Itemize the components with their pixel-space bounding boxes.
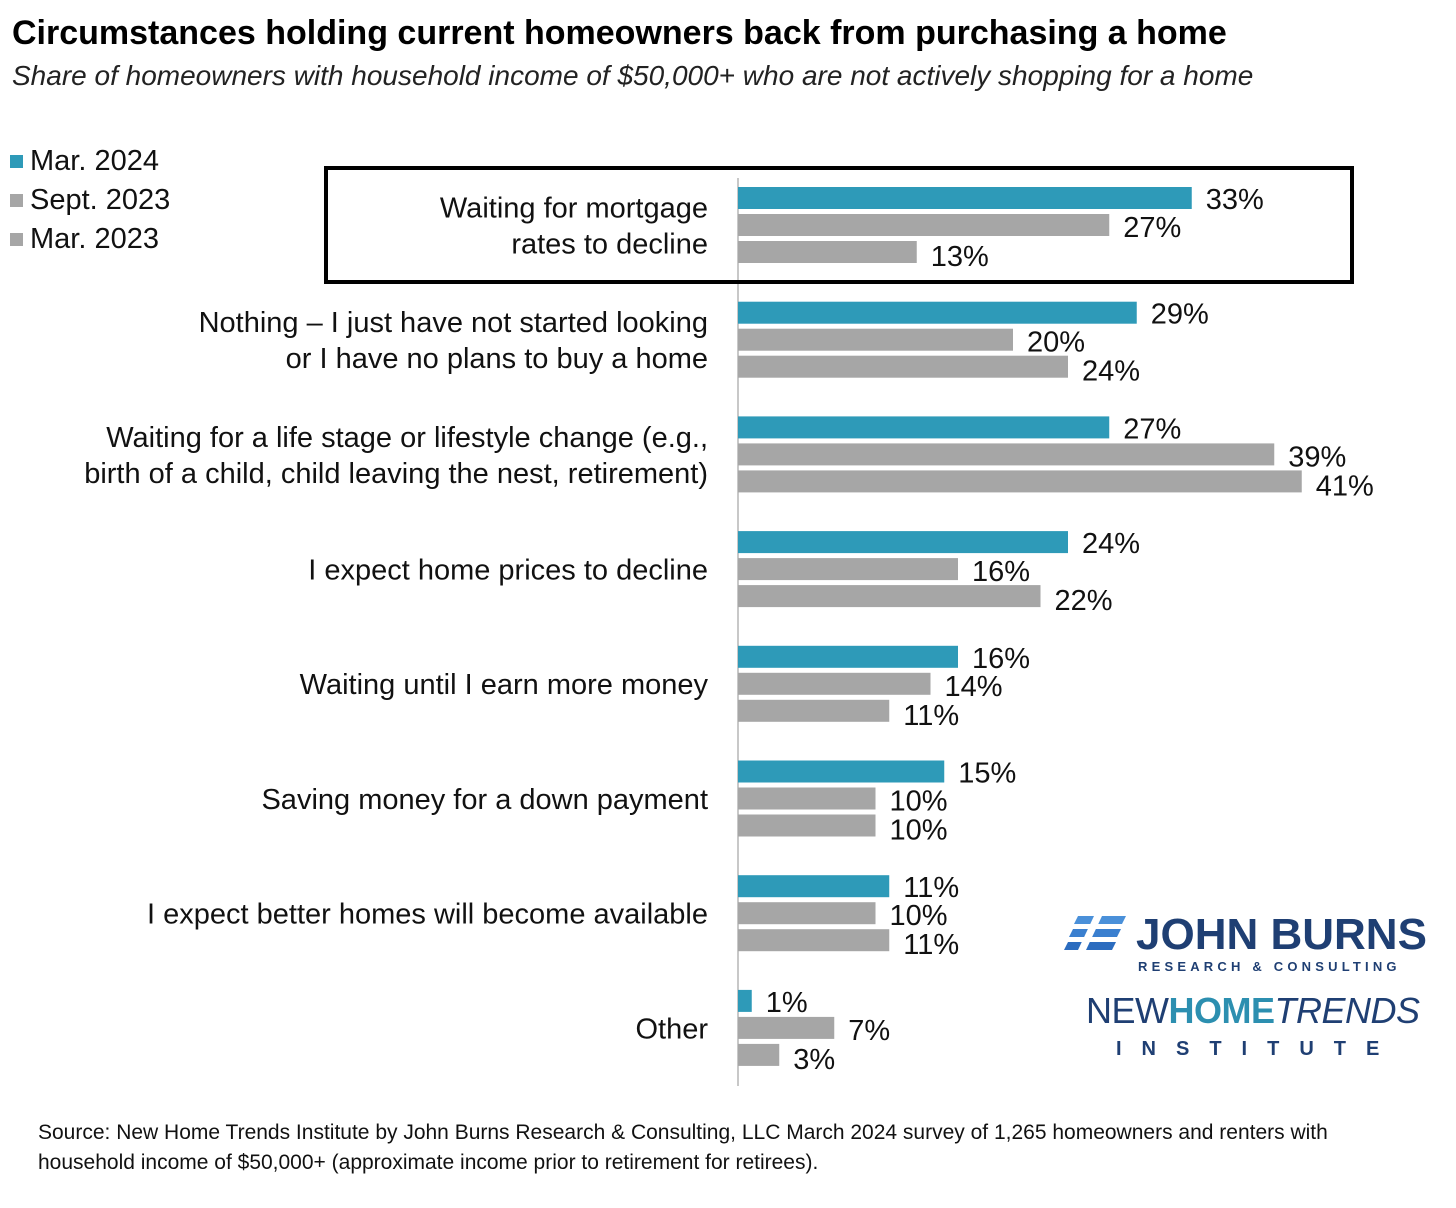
bar — [738, 355, 1068, 378]
bar — [738, 760, 945, 783]
bar — [738, 1016, 835, 1039]
data-label: 41% — [1316, 470, 1374, 502]
category-label: or I have no plans to buy a home — [286, 343, 708, 375]
category-label: Waiting for mortgage — [440, 192, 708, 224]
bar — [738, 585, 1041, 608]
data-label: 10% — [890, 815, 948, 847]
bar — [738, 558, 958, 581]
nht-home: HOME — [1168, 990, 1276, 1031]
data-label: 10% — [890, 900, 948, 932]
john-burns-logo: JOHN BURNS RESEARCH & CONSULTING — [1064, 910, 1434, 976]
data-label: 11% — [903, 929, 959, 961]
legend-swatch — [10, 233, 23, 246]
source-note: Source: New Home Trends Institute by Joh… — [38, 1121, 1328, 1174]
bar — [738, 814, 876, 837]
bar — [738, 470, 1302, 493]
bar — [738, 328, 1013, 351]
data-label: 24% — [1082, 356, 1140, 388]
legend-item-sept-2023: Sept. 2023 — [10, 181, 170, 220]
data-label: 27% — [1123, 212, 1181, 244]
bar — [738, 301, 1137, 324]
legend-label: Mar. 2023 — [30, 223, 159, 255]
data-label: 15% — [958, 758, 1016, 790]
john-burns-mark-icon — [1064, 916, 1126, 950]
legend-label: Sept. 2023 — [30, 184, 171, 216]
bar — [738, 645, 958, 668]
data-label: 24% — [1082, 528, 1140, 560]
legend-swatch — [10, 194, 23, 207]
bar — [738, 699, 890, 722]
bar — [738, 787, 876, 810]
data-label: 22% — [1055, 585, 1113, 617]
data-label: 39% — [1288, 441, 1346, 473]
nht-new: NEW — [1086, 990, 1169, 1031]
data-label: 10% — [890, 786, 948, 818]
data-label: 29% — [1151, 299, 1209, 331]
nht-trends: TRENDS — [1274, 990, 1421, 1031]
bar — [738, 443, 1275, 466]
data-label: 7% — [848, 1015, 890, 1047]
bar — [738, 902, 876, 925]
data-label: 27% — [1123, 413, 1181, 445]
category-label: Saving money for a down payment — [261, 784, 708, 816]
legend-item-mar-2023: Mar. 2023 — [10, 220, 170, 259]
bar — [738, 989, 752, 1012]
highlight-box — [324, 166, 1354, 284]
data-label: 14% — [945, 671, 1003, 703]
category-label: Waiting for a life stage or lifestyle ch… — [106, 422, 708, 454]
category-label: I expect home prices to decline — [308, 555, 708, 587]
legend-swatch — [10, 155, 23, 168]
data-label: 13% — [931, 241, 989, 273]
data-label: 16% — [972, 643, 1030, 675]
new-home-trends-logo: NEWHOMETRENDS INSTITUTE — [1086, 990, 1436, 1074]
nht-wordmark: NEWHOMETRENDS — [1086, 990, 1420, 1032]
bar — [738, 241, 917, 263]
data-label: 11% — [903, 700, 959, 732]
chart-title: Circumstances holding current homeowners… — [12, 14, 1227, 52]
john-burns-name: JOHN BURNS — [1136, 910, 1427, 959]
data-label: 11% — [903, 872, 959, 904]
bar — [738, 672, 931, 695]
data-label: 1% — [766, 987, 808, 1019]
category-label: Waiting until I earn more money — [300, 669, 709, 701]
bar — [738, 1043, 780, 1066]
category-label: Nothing – I just have not started lookin… — [199, 307, 708, 339]
bar — [738, 214, 1110, 236]
chart-subtitle: Share of homeowners with household incom… — [12, 60, 1254, 91]
legend-item-mar-2024: Mar. 2024 — [10, 142, 170, 181]
chart-legend: Mar. 2024 Sept. 2023 Mar. 2023 — [10, 142, 170, 259]
category-label: Other — [635, 1013, 708, 1045]
bar — [738, 531, 1068, 554]
nht-institute: INSTITUTE — [1116, 1038, 1400, 1060]
data-label: 33% — [1206, 184, 1264, 216]
bar — [738, 929, 890, 952]
bar — [738, 416, 1110, 439]
category-label: rates to decline — [511, 228, 708, 260]
bar — [738, 187, 1192, 209]
bar — [738, 875, 890, 898]
legend-label: Mar. 2024 — [30, 145, 159, 177]
data-label: 16% — [972, 556, 1030, 588]
data-label: 20% — [1027, 327, 1085, 359]
data-label: 3% — [793, 1044, 835, 1076]
category-label: birth of a child, child leaving the nest… — [84, 458, 708, 490]
john-burns-tagline: RESEARCH & CONSULTING — [1138, 959, 1401, 974]
category-label: I expect better homes will become availa… — [147, 899, 708, 931]
